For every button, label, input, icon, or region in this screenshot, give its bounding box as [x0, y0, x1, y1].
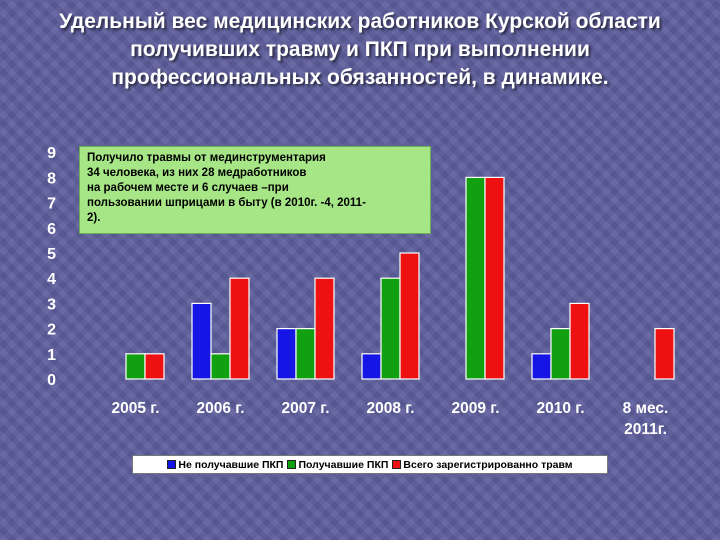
legend-item: Всего зарегистрированно травм — [392, 458, 573, 471]
x-tick-label: 2007 г. — [282, 400, 330, 417]
annotation-box: Получило травмы от мединструментария 34 … — [79, 146, 431, 234]
bar-2-1 — [125, 353, 146, 380]
bar-2-5 — [465, 176, 486, 380]
bar-2-4 — [380, 277, 401, 380]
x-tick-label: 2009 г. — [452, 400, 500, 417]
legend-item: Не получавшие ПКП — [167, 459, 283, 471]
y-tick-label: 5 — [47, 246, 56, 263]
legend-swatch — [287, 460, 297, 469]
chart-legend: Не получавшие ПКП Получавшие ПКП Всего зар… — [132, 455, 608, 474]
legend-swatch — [167, 460, 177, 469]
bar-2-2 — [210, 353, 231, 380]
bar-1-4 — [361, 353, 382, 380]
y-tick-label: 9 — [47, 145, 56, 162]
y-tick-label: 4 — [47, 271, 56, 288]
legend-label: Получавшие ПКП — [298, 458, 389, 471]
bar-3-1 — [144, 353, 165, 380]
bar-1-3 — [276, 328, 297, 380]
y-tick-label: 3 — [47, 296, 56, 313]
bar-1-6 — [531, 353, 552, 380]
bar-3-5 — [484, 176, 505, 380]
legend-label: Всего зарегистрированно травм — [403, 458, 573, 471]
legend-label: Не получавшие ПКП — [178, 458, 284, 471]
x-tick-label: 8 мес. 2011г. — [623, 400, 669, 438]
bar-3-6 — [569, 302, 590, 380]
y-tick-label: 6 — [47, 221, 56, 238]
bar-2-3 — [295, 328, 316, 380]
legend-swatch — [392, 460, 402, 469]
bars — [125, 176, 675, 380]
y-tick-label: 2 — [47, 322, 56, 339]
bar-3-7 — [654, 328, 675, 380]
y-tick-label: 7 — [47, 196, 56, 213]
x-tick-label: 2005 г. — [112, 400, 160, 417]
y-tick-label: 0 — [47, 372, 56, 389]
y-tick-label: 8 — [47, 170, 56, 187]
x-tick-label: 2006 г. — [197, 400, 245, 417]
slide-title: Удельный вес медицинских работников Курс… — [59, 10, 661, 89]
x-axis-ticks: 2005 г. 2006 г. 2007 г. 2008 г. 2009 г. 2010 … — [112, 400, 669, 438]
y-axis-ticks: 0 1 2 3 4 5 6 7 8 9 — [47, 145, 56, 389]
x-tick-label: 2010 г. — [537, 400, 585, 417]
bar-3-2 — [229, 277, 250, 380]
bar-3-3 — [314, 277, 335, 380]
legend-item: Получавшие ПКП — [287, 459, 388, 471]
y-tick-label: 1 — [47, 347, 56, 364]
x-tick-label: 2008 г. — [367, 400, 415, 417]
bar-2-6 — [550, 328, 571, 380]
bar-1-2 — [191, 302, 212, 380]
bar-3-4 — [399, 252, 420, 380]
